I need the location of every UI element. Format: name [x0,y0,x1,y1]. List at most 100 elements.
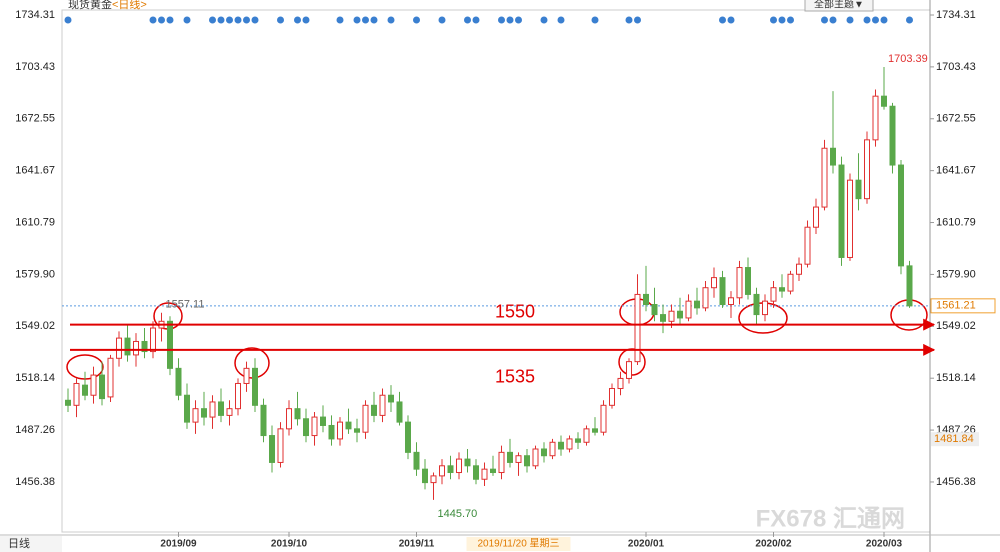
y-tick-label: 1518.14 [936,372,976,384]
signal-dot [166,16,174,24]
cursor-price: 1481.84 [934,433,974,445]
crosshair-date: 2019/11/20 星期三 [477,538,559,550]
signal-dot [591,16,599,24]
y-tick-label: 1703.43 [936,61,976,73]
candle-body [175,367,182,396]
candle-body [337,421,343,440]
candle-body [133,340,139,356]
theme-button[interactable]: 全部主题▼ [814,0,864,11]
candle-body [770,287,777,302]
y-tick-label-left: 1610.79 [15,216,55,228]
y-tick-label: 1672.55 [936,113,976,125]
annotation: 1557.11 [166,299,205,311]
candle-body [209,401,216,418]
signal-dot [302,16,310,24]
watermark: FX678 汇通网 [756,505,905,532]
signal-dot [158,16,165,24]
candle-body [201,408,207,418]
y-tick-label-left: 1456.38 [15,476,55,488]
y-tick-label-left: 1487.26 [15,424,55,436]
candle-body [898,164,904,267]
x-tick-label: 2019/10 [271,539,308,550]
candle-body [532,448,539,467]
candle-body [235,382,241,410]
candle-body [558,441,564,450]
candle-body [804,226,811,265]
candle-body [889,105,896,166]
x-tick-label: 2020/03 [866,539,903,550]
candle-body [277,428,284,463]
candle-body [838,164,845,258]
candle-body [286,408,292,430]
signal-dot [880,16,888,24]
candle-body [243,367,250,384]
candle-body [864,139,870,200]
candle-body [515,455,522,463]
signal-dot [540,16,548,24]
y-tick-label-left: 1641.67 [15,165,55,177]
last-price: 1561.21 [936,300,976,312]
candle-body [881,95,887,107]
candle-body [702,287,709,309]
signal-dot [438,16,446,24]
y-tick-label: 1641.67 [936,165,976,177]
candle-body [430,475,437,484]
candle-body [906,265,913,307]
candle-body [762,300,768,316]
signal-dot [719,16,726,24]
signal-dot [787,16,794,24]
candle-body [371,404,377,416]
signal-dot [498,16,505,24]
signal-dot [557,16,565,24]
candle-body [575,438,581,443]
candle-body [651,304,658,316]
signal-dot [362,16,369,24]
candle-body [566,438,573,450]
candle-body [405,421,411,453]
candle-body [745,267,751,295]
y-tick-label: 1610.79 [936,216,976,228]
candle-body [779,287,785,292]
signal-dot [634,16,641,24]
signal-dot [846,16,854,24]
candle-body [82,384,88,396]
candle-body [685,300,692,319]
candle-body [719,277,726,306]
candle-body [311,416,318,437]
candle-body [549,441,556,457]
candle-body [600,404,607,433]
x-tick-label: 2020/01 [628,539,665,550]
candle-body [490,468,496,474]
period-button-box[interactable] [0,536,62,552]
candle-body [328,424,335,440]
candle-body [711,277,717,289]
signal-dot [336,16,344,24]
candle-body [90,374,97,396]
candle-body [362,404,369,433]
candle-body [498,451,505,474]
period: <日线> [112,0,147,11]
y-tick-label: 1456.38 [936,476,976,488]
annotation: 1445.70 [438,508,478,520]
signal-dot [64,16,72,24]
level-label: 1535 [495,367,535,387]
candle-body [294,408,301,420]
candle-body [507,451,513,463]
y-tick-label-left: 1579.90 [15,268,55,280]
y-tick-label-left: 1734.31 [15,9,55,21]
cursor-price-box [931,432,979,447]
signal-dot [251,16,259,24]
candle-body [643,293,649,306]
candle-body [116,337,122,359]
candle-body [583,428,590,443]
candle-body [167,320,173,369]
candle-body [524,455,530,467]
candle-body [141,340,148,353]
candle-body [345,421,352,430]
candle-body [626,361,632,379]
theme-button-box[interactable] [804,0,874,12]
period-button[interactable]: 日线 [8,536,30,550]
candle-body [388,394,394,403]
candle-body [609,388,615,406]
